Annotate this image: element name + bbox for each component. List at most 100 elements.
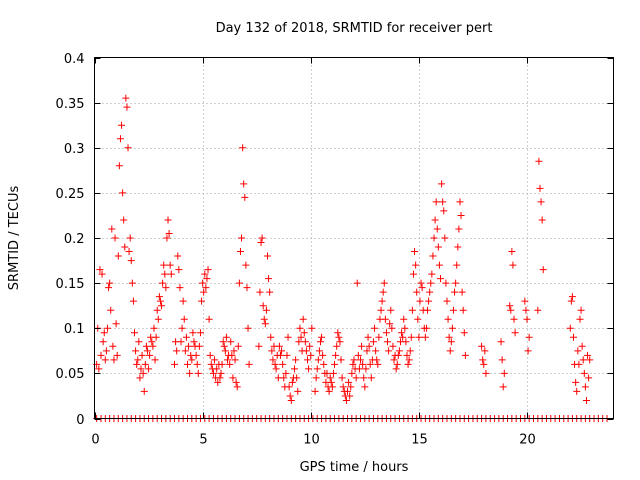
data-point (301, 338, 309, 346)
data-point (348, 369, 356, 377)
data-point (584, 351, 592, 359)
data-point (105, 284, 113, 292)
data-point (299, 315, 307, 323)
data-point (203, 275, 211, 283)
data-point (426, 288, 434, 296)
data-point (413, 288, 421, 296)
data-point (302, 347, 310, 355)
data-point (258, 234, 266, 242)
data-point (567, 297, 575, 305)
data-point (374, 360, 382, 368)
data-point (380, 279, 388, 287)
data-point (231, 356, 239, 364)
data-point (338, 374, 346, 382)
y-tick-label: 0.2 (64, 232, 85, 247)
data-point (389, 342, 397, 350)
data-point (456, 198, 464, 206)
data-point (437, 275, 444, 283)
data-point (449, 306, 457, 314)
data-point (332, 351, 340, 359)
data-point (256, 288, 264, 296)
data-point (111, 234, 119, 242)
data-point (354, 351, 362, 359)
axis-ticks (94, 57, 614, 420)
data-point (292, 356, 300, 364)
data-point (185, 342, 193, 350)
data-point (132, 347, 140, 355)
data-point (304, 356, 312, 364)
y-tick-label: 0.15 (56, 277, 85, 292)
data-point (211, 356, 219, 364)
data-point (97, 351, 105, 359)
data-point (131, 329, 139, 337)
data-points (93, 94, 611, 422)
data-point (375, 333, 383, 341)
data-point (574, 347, 582, 355)
data-point (365, 342, 373, 350)
data-point (145, 365, 153, 373)
data-point (122, 94, 130, 102)
data-point (137, 365, 145, 373)
data-point (417, 279, 425, 287)
data-point (223, 356, 231, 364)
data-point (300, 329, 308, 337)
data-point (411, 248, 419, 256)
data-point (510, 315, 518, 323)
data-point (523, 315, 531, 323)
data-point (511, 329, 519, 337)
data-point (118, 121, 126, 129)
data-point (335, 333, 343, 341)
data-point (306, 342, 314, 350)
data-point (244, 324, 252, 332)
data-point (521, 297, 529, 305)
data-point (333, 342, 341, 350)
data-point (457, 211, 465, 219)
data-point (398, 329, 406, 337)
data-point (328, 383, 336, 391)
data-point (228, 351, 236, 359)
data-point (508, 248, 516, 256)
data-point (278, 347, 286, 355)
data-point (195, 342, 203, 350)
data-point (202, 284, 210, 292)
data-point (320, 360, 328, 368)
data-point (288, 378, 296, 386)
data-point (160, 261, 168, 269)
data-point (98, 270, 106, 278)
data-point (227, 338, 235, 346)
data-point (293, 374, 301, 382)
data-point (154, 315, 162, 323)
data-point (190, 338, 198, 346)
data-point (414, 315, 422, 323)
data-point (438, 180, 446, 188)
data-point (404, 360, 412, 368)
data-point (107, 306, 115, 314)
data-point (219, 338, 227, 346)
data-point (214, 378, 222, 386)
data-point (381, 315, 389, 323)
data-point (331, 360, 339, 368)
data-point (103, 324, 111, 332)
data-point (265, 275, 273, 283)
data-point (272, 365, 280, 373)
data-point (373, 356, 381, 364)
data-point (388, 324, 396, 332)
data-point (384, 338, 392, 346)
data-point (139, 369, 147, 377)
data-point (390, 356, 398, 364)
data-point (416, 297, 424, 305)
data-point (138, 351, 146, 359)
data-point (269, 356, 277, 364)
data-point (268, 347, 276, 355)
data-point (499, 383, 507, 391)
data-point (478, 342, 486, 350)
data-point (279, 360, 287, 368)
data-point (435, 261, 443, 269)
data-point (167, 270, 175, 278)
data-point (220, 342, 228, 350)
data-point (121, 243, 129, 251)
data-point (166, 261, 174, 269)
data-point (408, 306, 416, 314)
data-point (126, 234, 134, 242)
data-point (379, 288, 387, 296)
